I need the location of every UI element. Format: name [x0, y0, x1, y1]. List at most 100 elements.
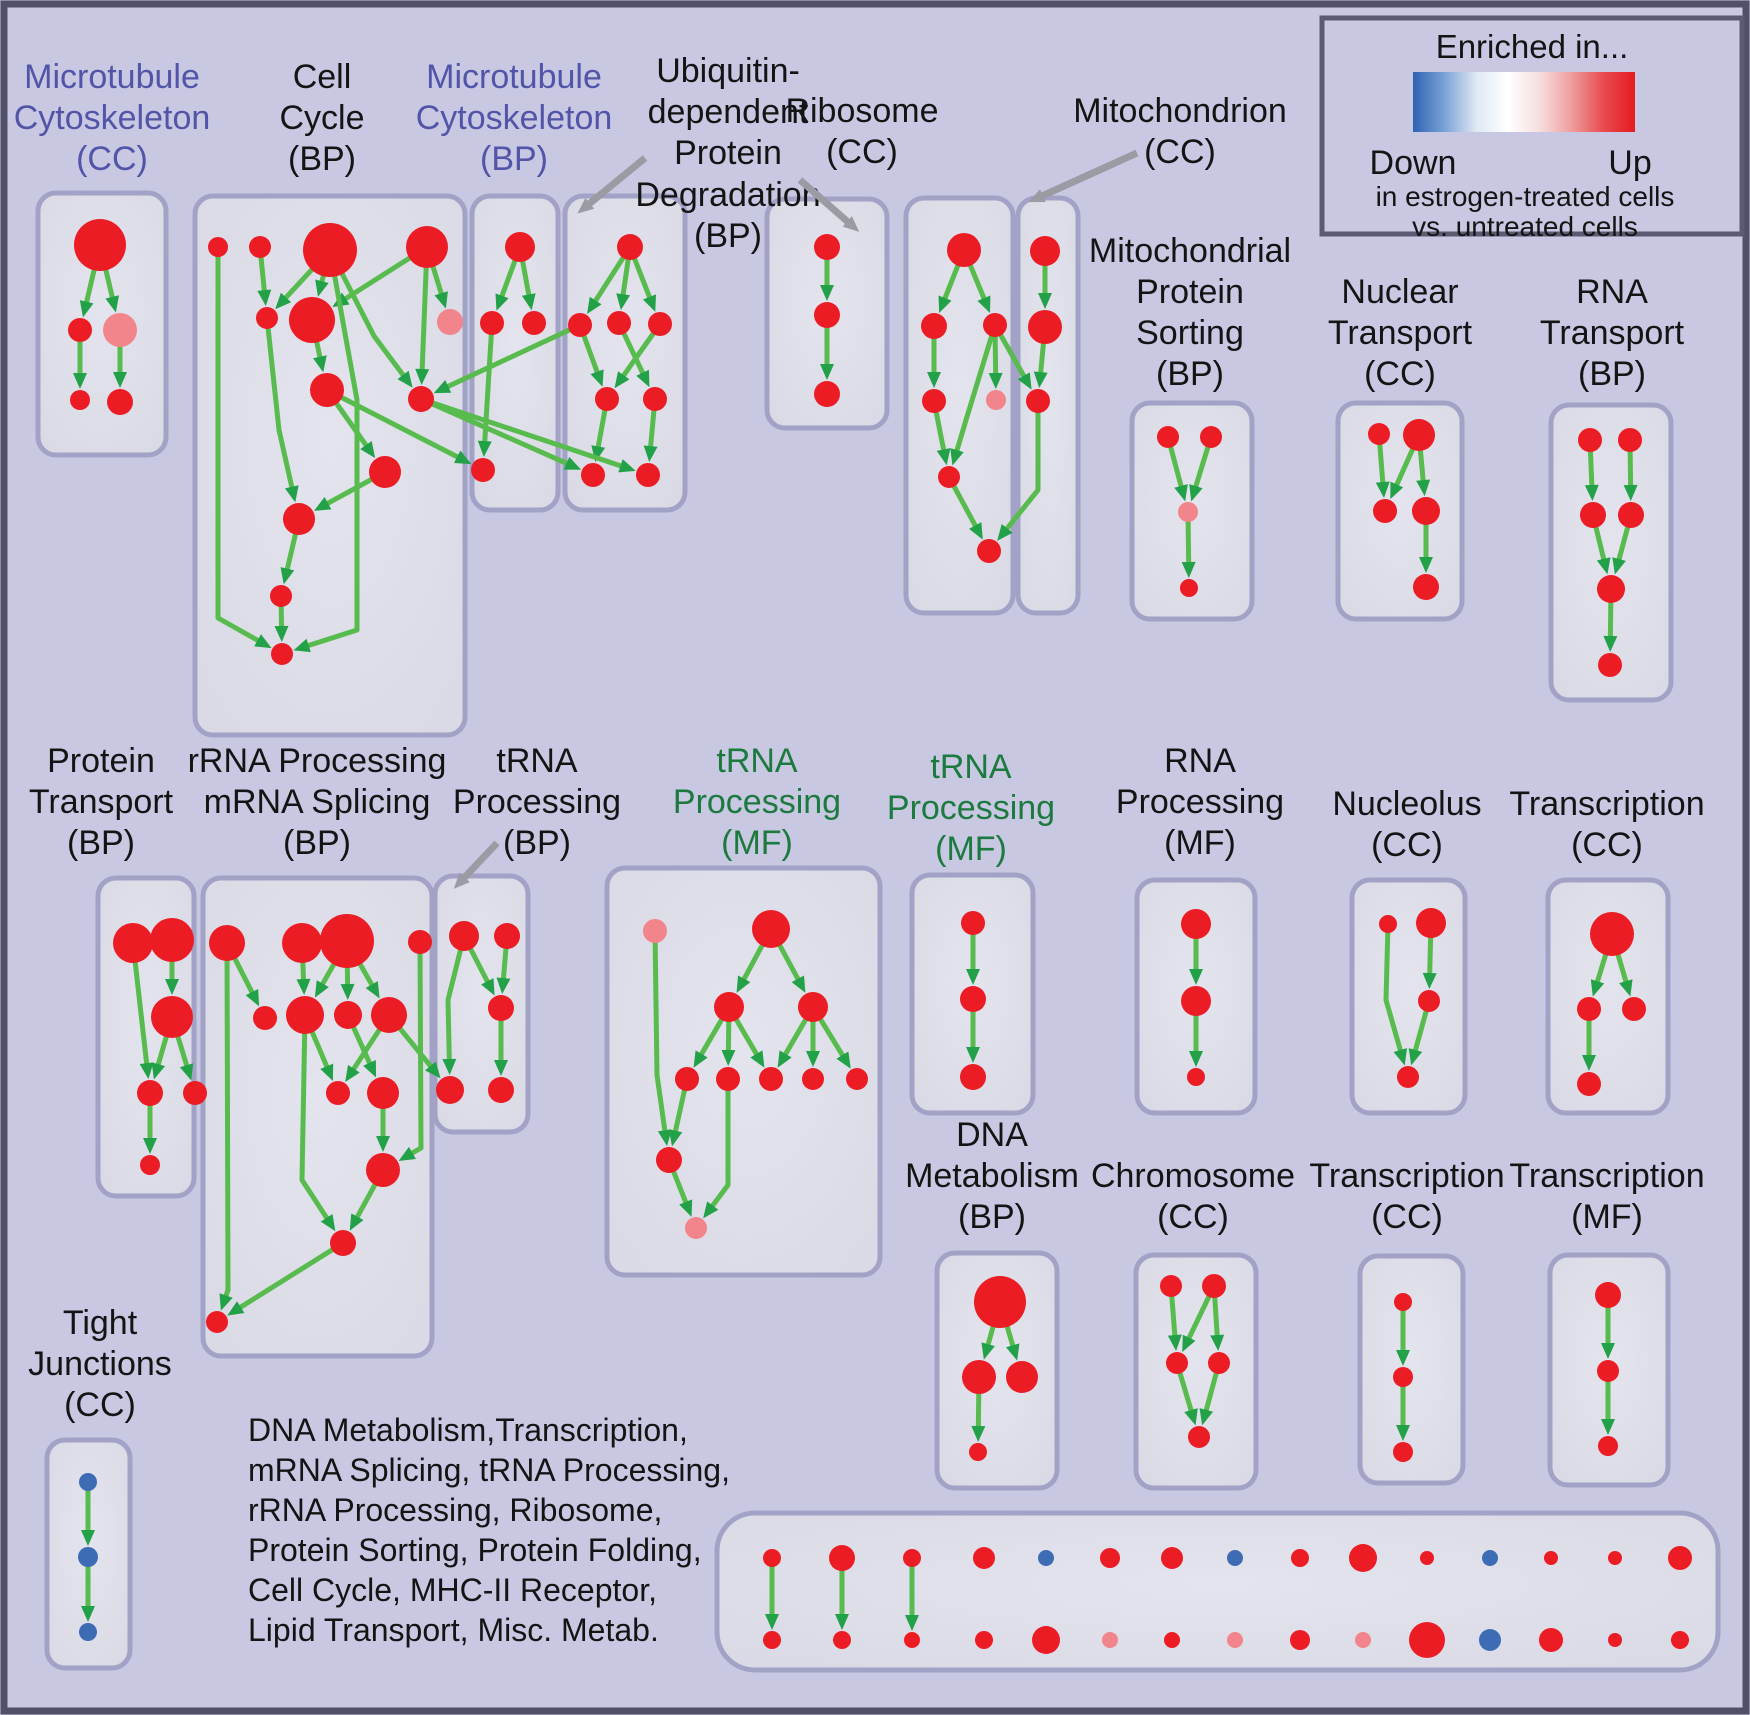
gene-set-node-nucleolus-1[interactable]	[1416, 908, 1446, 938]
gene-set-node-rna-transport-1[interactable]	[1618, 428, 1642, 452]
gene-set-node-cell-cycle-5[interactable]	[289, 297, 335, 343]
gene-set-node-ubiquitin-degradation-2-0[interactable]	[814, 234, 840, 260]
gene-set-node-strip-1-bottom[interactable]	[833, 1631, 851, 1649]
gene-set-node-rrna-processing-mrna-splicing-4[interactable]	[253, 1006, 277, 1030]
gene-set-node-microtubule-bp-1[interactable]	[480, 311, 504, 335]
gene-set-node-rrna-processing-mrna-splicing-8[interactable]	[326, 1081, 350, 1105]
gene-set-node-strip-4-bottom[interactable]	[1032, 1626, 1060, 1654]
gene-set-node-rrna-processing-mrna-splicing-5[interactable]	[286, 996, 324, 1034]
gene-set-node-rrna-processing-mrna-splicing-10[interactable]	[366, 1153, 400, 1187]
gene-set-node-rrna-processing-mrna-splicing-0[interactable]	[209, 925, 245, 961]
gene-set-node-rrna-processing-mrna-splicing-6[interactable]	[334, 1001, 362, 1029]
gene-set-node-strip-12-bottom[interactable]	[1539, 1628, 1563, 1652]
gene-set-node-nucleolus-3[interactable]	[1397, 1066, 1419, 1088]
gene-set-node-nuclear-transport-2[interactable]	[1373, 499, 1397, 523]
gene-set-node-strip-11-bottom[interactable]	[1479, 1629, 1501, 1651]
gene-set-node-cell-cycle-9[interactable]	[369, 456, 401, 488]
gene-set-node-ubiquitin-degradation-7[interactable]	[636, 463, 660, 487]
gene-set-node-strip-5-top[interactable]	[1100, 1548, 1120, 1568]
gene-set-node-strip-10-top[interactable]	[1420, 1551, 1434, 1565]
gene-set-node-rrna-processing-mrna-splicing-9[interactable]	[367, 1077, 399, 1109]
gene-set-node-rna-transport-0[interactable]	[1578, 428, 1602, 452]
gene-set-node-mitochondrion-2[interactable]	[1026, 389, 1050, 413]
gene-set-node-tight-junctions-0[interactable]	[79, 1473, 97, 1491]
gene-set-node-ribosome-6[interactable]	[977, 539, 1001, 563]
gene-set-node-transcription-cc-2-2[interactable]	[1393, 1442, 1413, 1462]
gene-set-node-mitochondrial-protein-sorting-0[interactable]	[1157, 426, 1179, 448]
gene-set-node-ribosome-3[interactable]	[922, 389, 946, 413]
gene-set-node-microtubule-cc-3[interactable]	[70, 390, 90, 410]
gene-set-node-cell-cycle-10[interactable]	[283, 503, 315, 535]
gene-set-node-microtubule-bp-2[interactable]	[522, 311, 546, 335]
gene-set-node-microtubule-cc-0[interactable]	[74, 219, 126, 271]
gene-set-node-cell-cycle-1[interactable]	[249, 236, 271, 258]
gene-set-node-strip-7-top[interactable]	[1227, 1550, 1243, 1566]
gene-set-node-strip-13-bottom[interactable]	[1608, 1633, 1622, 1647]
gene-set-node-cell-cycle-8[interactable]	[408, 386, 434, 412]
gene-set-node-dna-metabolism-3[interactable]	[969, 1443, 987, 1461]
gene-set-node-ubiquitin-degradation-4[interactable]	[595, 387, 619, 411]
gene-set-node-rrna-processing-mrna-splicing-1[interactable]	[282, 923, 322, 963]
gene-set-node-ribosome-2[interactable]	[983, 313, 1007, 337]
gene-set-node-trna-processing-bp-3[interactable]	[436, 1076, 464, 1104]
gene-set-node-protein-transport-0[interactable]	[113, 923, 153, 963]
gene-set-node-trna-processing-mf-2-1[interactable]	[960, 986, 986, 1012]
gene-set-node-mitochondrial-protein-sorting-3[interactable]	[1180, 579, 1198, 597]
gene-set-node-ribosome-1[interactable]	[921, 313, 947, 339]
gene-set-node-trna-processing-mf-1-7[interactable]	[802, 1068, 824, 1090]
gene-set-node-trna-processing-mf-1-5[interactable]	[716, 1067, 740, 1091]
gene-set-node-cell-cycle-6[interactable]	[437, 309, 463, 335]
gene-set-node-trna-processing-mf-1-9[interactable]	[656, 1147, 682, 1173]
gene-set-node-rrna-processing-mrna-splicing-2[interactable]	[320, 914, 374, 968]
gene-set-node-strip-0-bottom[interactable]	[763, 1631, 781, 1649]
gene-set-node-strip-7-bottom[interactable]	[1227, 1632, 1243, 1648]
gene-set-node-ribosome-4[interactable]	[986, 390, 1006, 410]
gene-set-node-strip-3-top[interactable]	[973, 1547, 995, 1569]
gene-set-node-transcription-cc-1-3[interactable]	[1577, 1072, 1601, 1096]
gene-set-node-cell-cycle-7[interactable]	[310, 373, 344, 407]
gene-set-node-trna-processing-bp-4[interactable]	[488, 1077, 514, 1103]
gene-set-node-chromosome-1[interactable]	[1202, 1274, 1226, 1298]
gene-set-node-transcription-cc-2-0[interactable]	[1394, 1293, 1412, 1311]
gene-set-node-strip-3-bottom[interactable]	[975, 1631, 993, 1649]
gene-set-node-trna-processing-mf-1-3[interactable]	[798, 992, 828, 1022]
gene-set-node-rrna-processing-mrna-splicing-7[interactable]	[371, 997, 407, 1033]
gene-set-node-strip-10-bottom[interactable]	[1409, 1622, 1445, 1658]
gene-set-node-trna-processing-mf-1-4[interactable]	[675, 1067, 699, 1091]
gene-set-node-trna-processing-bp-2[interactable]	[488, 995, 514, 1021]
gene-set-node-strip-5-bottom[interactable]	[1102, 1632, 1118, 1648]
gene-set-node-dna-metabolism-0[interactable]	[974, 1276, 1026, 1328]
gene-set-node-strip-13-top[interactable]	[1608, 1551, 1622, 1565]
gene-set-node-ubiquitin-degradation-1[interactable]	[568, 313, 592, 337]
gene-set-node-ubiquitin-degradation-0[interactable]	[617, 234, 643, 260]
gene-set-node-protein-transport-1[interactable]	[150, 918, 194, 962]
gene-set-node-rna-processing-mf-0[interactable]	[1181, 909, 1211, 939]
gene-set-node-protein-transport-2[interactable]	[151, 996, 193, 1038]
gene-set-node-rna-processing-mf-2[interactable]	[1187, 1068, 1205, 1086]
gene-set-node-ubiquitin-degradation-2-1[interactable]	[814, 302, 840, 328]
gene-set-node-nuclear-transport-3[interactable]	[1412, 497, 1440, 525]
gene-set-node-ribosome-0[interactable]	[947, 233, 981, 267]
gene-set-node-trna-processing-mf-1-1[interactable]	[752, 910, 790, 948]
gene-set-node-strip-14-top[interactable]	[1668, 1546, 1692, 1570]
gene-set-node-rna-transport-4[interactable]	[1597, 575, 1625, 603]
gene-set-node-trna-processing-mf-1-10[interactable]	[685, 1217, 707, 1239]
gene-set-node-trna-processing-mf-1-6[interactable]	[759, 1067, 783, 1091]
gene-set-node-microtubule-cc-2[interactable]	[103, 313, 137, 347]
gene-set-node-tight-junctions-1[interactable]	[78, 1547, 98, 1567]
gene-set-node-strip-8-bottom[interactable]	[1290, 1630, 1310, 1650]
gene-set-node-strip-0-top[interactable]	[763, 1549, 781, 1567]
gene-set-node-rna-transport-2[interactable]	[1580, 502, 1606, 528]
gene-set-node-protein-transport-3[interactable]	[137, 1080, 163, 1106]
gene-set-node-mitochondrion-1[interactable]	[1028, 310, 1062, 344]
gene-set-node-transcription-cc-2-1[interactable]	[1393, 1367, 1413, 1387]
gene-set-node-rrna-processing-mrna-splicing-12[interactable]	[206, 1311, 228, 1333]
gene-set-node-strip-6-bottom[interactable]	[1164, 1632, 1180, 1648]
gene-set-node-microtubule-bp-0[interactable]	[505, 232, 535, 262]
gene-set-node-cell-cycle-4[interactable]	[256, 307, 278, 329]
gene-set-node-mitochondrial-protein-sorting-1[interactable]	[1200, 426, 1222, 448]
gene-set-node-dna-metabolism-1[interactable]	[962, 1360, 996, 1394]
gene-set-node-cell-cycle-0[interactable]	[208, 237, 228, 257]
gene-set-node-strip-2-top[interactable]	[903, 1549, 921, 1567]
gene-set-node-nuclear-transport-4[interactable]	[1413, 574, 1439, 600]
